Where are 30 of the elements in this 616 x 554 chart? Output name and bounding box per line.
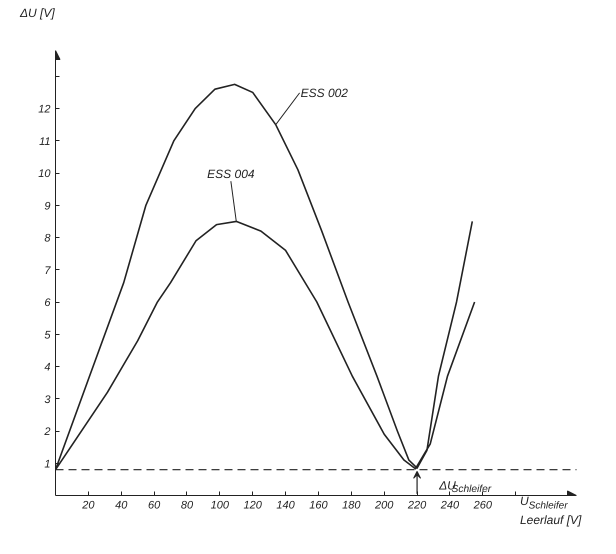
y-tick-label: 5 <box>44 329 52 342</box>
y-tick-label: 11 <box>39 136 51 148</box>
x-tick-label: 200 <box>374 500 394 512</box>
annotation: ΔUSchleifer <box>438 478 492 496</box>
x-tick-label: 180 <box>342 500 362 512</box>
x-tick-label: 220 <box>406 500 428 512</box>
y-tick-label: 4 <box>44 362 51 374</box>
y-tick-label: 3 <box>44 394 52 406</box>
y-tick-label: 2 <box>43 426 51 438</box>
text: ESS 004 <box>207 167 255 182</box>
x-tick-label: 20 <box>81 500 96 512</box>
y-tick-label: 6 <box>44 297 52 310</box>
x-tick-label: 100 <box>210 500 230 512</box>
x-tick-label: 140 <box>276 500 296 512</box>
text: ESS 002 <box>300 86 348 100</box>
x-tick-label: 120 <box>244 500 263 512</box>
x-tick-label: 260 <box>472 500 493 512</box>
y-tick-label: 1 <box>44 458 51 470</box>
x-tick-label: 160 <box>309 500 329 512</box>
x-tick-label: 60 <box>148 500 162 512</box>
y-tick-label: 12 <box>38 104 51 116</box>
x-tick-label: 40 <box>115 500 128 512</box>
y-tick-label: 9 <box>44 200 51 212</box>
y-tick-label: 7 <box>44 264 52 277</box>
x-axis-title: U$_{Schleifer}$ Leerlauf [V] <box>520 494 582 528</box>
x-tick-label: 80 <box>180 500 194 512</box>
y-tick-label: 10 <box>38 168 52 180</box>
y-tick-label: 8 <box>44 232 52 245</box>
x-tick-label: 240 <box>440 500 460 512</box>
y-axis-title: ΔU [V] <box>20 5 55 22</box>
